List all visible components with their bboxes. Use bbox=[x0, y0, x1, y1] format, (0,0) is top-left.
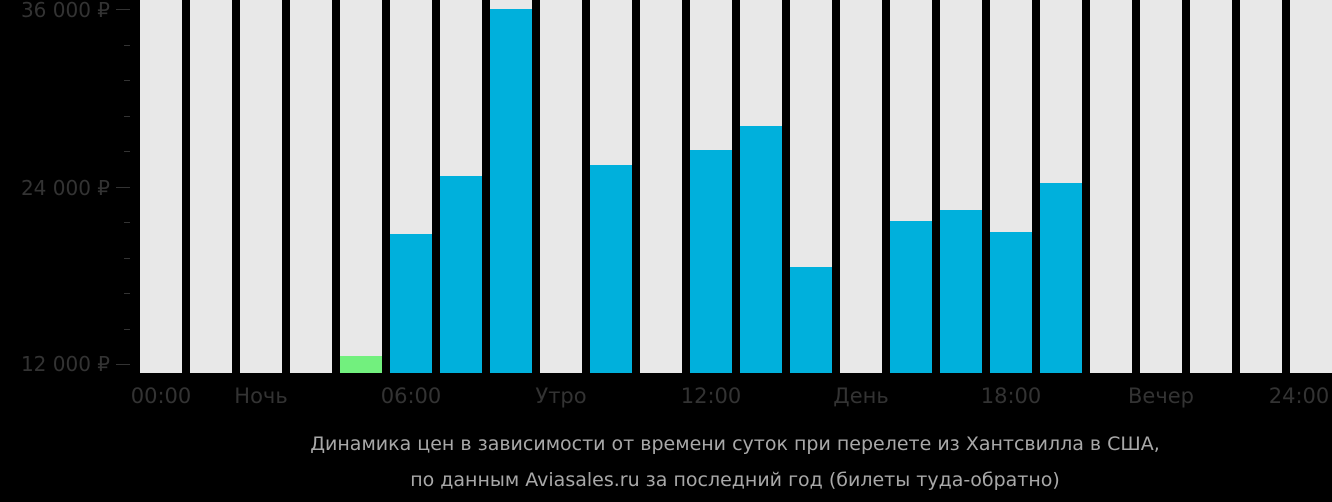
bar-fill bbox=[740, 126, 782, 373]
y-axis-major-tick bbox=[116, 364, 130, 365]
bar-fill bbox=[340, 356, 382, 373]
bar-hour-03[interactable] bbox=[290, 0, 332, 373]
y-axis-minor-tick bbox=[124, 80, 130, 81]
bar-hour-06[interactable] bbox=[440, 0, 482, 373]
bar-hour-22[interactable] bbox=[1240, 0, 1282, 373]
y-axis-major-tick bbox=[116, 187, 130, 188]
x-axis-label-morning: Утро bbox=[535, 384, 587, 408]
y-axis-minor-tick bbox=[124, 151, 130, 152]
y-axis-minor-tick bbox=[124, 222, 130, 223]
bar-hour-14[interactable] bbox=[840, 0, 882, 373]
y-axis-label-24000: 24 000 ₽ bbox=[20, 176, 110, 200]
bar-hour-15[interactable] bbox=[890, 0, 932, 373]
bar-hour-18[interactable] bbox=[1040, 0, 1082, 373]
bar-hour-11[interactable] bbox=[690, 0, 732, 373]
bar-fill bbox=[990, 231, 1032, 373]
bar-fill bbox=[590, 165, 632, 373]
chart-caption-line1: Динамика цен в зависимости от времени су… bbox=[310, 433, 1160, 455]
bar-hour-23[interactable] bbox=[1290, 0, 1332, 373]
x-axis-label-0000: 00:00 bbox=[130, 384, 192, 408]
x-axis-label-day: День bbox=[833, 384, 889, 408]
y-axis-major-tick bbox=[116, 9, 130, 10]
bar-hour-02[interactable] bbox=[240, 0, 282, 373]
bar-fill bbox=[440, 176, 482, 373]
x-axis-label-0600: 06:00 bbox=[380, 384, 442, 408]
y-axis-label-12000: 12 000 ₽ bbox=[20, 352, 110, 376]
bar-hour-05[interactable] bbox=[390, 0, 432, 373]
x-axis-label-night: Ночь bbox=[234, 384, 288, 408]
bar-fill bbox=[790, 266, 832, 373]
bar-hour-12[interactable] bbox=[740, 0, 782, 373]
y-axis-minor-tick bbox=[124, 258, 130, 259]
bar-hour-17[interactable] bbox=[990, 0, 1032, 373]
bar-hour-16[interactable] bbox=[940, 0, 982, 373]
x-axis-label-evening: Вечер bbox=[1128, 384, 1194, 408]
bar-fill bbox=[690, 149, 732, 373]
chart-caption-line2: по данным Aviasales.ru за последний год … bbox=[410, 469, 1060, 491]
bar-hour-00[interactable] bbox=[140, 0, 182, 373]
bar-hour-19[interactable] bbox=[1090, 0, 1132, 373]
x-axis-label-1800: 18:00 bbox=[980, 384, 1042, 408]
bar-fill bbox=[1040, 182, 1082, 373]
x-axis-label-1200: 12:00 bbox=[680, 384, 742, 408]
bar-hour-04[interactable] bbox=[340, 0, 382, 373]
bar-hour-20[interactable] bbox=[1140, 0, 1182, 373]
x-axis-label-2400: 24:00 bbox=[1268, 384, 1330, 408]
bar-fill bbox=[390, 233, 432, 373]
y-axis-minor-tick bbox=[124, 329, 130, 330]
bar-hour-21[interactable] bbox=[1190, 0, 1232, 373]
bar-fill bbox=[940, 210, 982, 373]
bar-hour-09[interactable] bbox=[590, 0, 632, 373]
bar-hour-08[interactable] bbox=[540, 0, 582, 373]
bar-hour-01[interactable] bbox=[190, 0, 232, 373]
y-axis-minor-tick bbox=[124, 116, 130, 117]
bar-fill bbox=[490, 9, 532, 373]
bar-hour-13[interactable] bbox=[790, 0, 832, 373]
bar-fill bbox=[890, 220, 932, 373]
y-axis-minor-tick bbox=[124, 293, 130, 294]
bar-hour-07[interactable] bbox=[490, 0, 532, 373]
y-axis-label-36000: 36 000 ₽ bbox=[20, 0, 110, 22]
bar-hour-10[interactable] bbox=[640, 0, 682, 373]
y-axis-minor-tick bbox=[124, 45, 130, 46]
